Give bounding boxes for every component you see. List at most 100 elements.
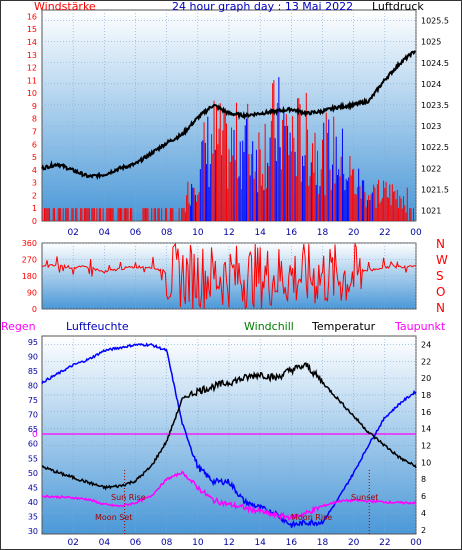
sunset-label: Sunset: [351, 493, 378, 502]
pressure-tick-label: 1025.5: [421, 17, 449, 26]
temp-tick-label: 14: [421, 425, 431, 434]
series-layer: [41, 50, 417, 534]
wind-tick-label: 13: [27, 51, 37, 60]
compass-label: O: [436, 285, 445, 299]
windchill-label: Windchill: [244, 320, 294, 333]
x-tick-label: 18: [317, 538, 329, 548]
x-tick-label: 20: [348, 228, 360, 238]
temp-tick-label: 4: [421, 509, 426, 518]
humidity-tick-label: 55: [28, 454, 38, 463]
wind-tick-label: 4: [32, 166, 37, 175]
x-tick-label: 12: [223, 538, 234, 548]
humidity-tick-label: 60: [28, 440, 38, 449]
temp-tick-label: 18: [421, 391, 431, 400]
humidity-tick-label: 35: [28, 513, 38, 522]
x-tick-label: 22: [379, 228, 390, 238]
x-tick-label: 06: [130, 538, 142, 548]
wind-tick-label: 3: [32, 179, 37, 188]
x-tick-label: 16: [286, 538, 298, 548]
humidity-tick-label: 80: [28, 382, 38, 391]
pressure-line: [41, 50, 417, 180]
humidity-tick-label: 30: [28, 527, 38, 536]
temperature-label: Temperatur: [311, 320, 376, 333]
pressure-tick-label: 1022: [421, 164, 441, 173]
humidity-tick-label: 40: [28, 498, 38, 507]
wind-tick-label: 11: [27, 76, 37, 85]
pressure-tick-label: 1024: [421, 80, 441, 89]
axes: 0202040406060808101012121414161618182020…: [22, 12, 449, 548]
x-tick-label: 10: [192, 538, 204, 548]
humidity-tick-label: 95: [28, 338, 38, 347]
pressure-tick-label: 1023.5: [421, 101, 449, 110]
x-tick-label: 02: [67, 538, 78, 548]
pressure-tick-label: 1022.5: [421, 143, 449, 152]
x-tick-label: 04: [99, 538, 111, 548]
pressure-tick-label: 1021: [421, 206, 441, 215]
x-tick-label: 22: [379, 538, 390, 548]
x-tick-label: 14: [254, 228, 266, 238]
wind-tick-label: 12: [27, 64, 37, 73]
x-tick-label: 00: [410, 228, 422, 238]
wind-tick-label: 10: [27, 89, 37, 98]
temp-tick-label: 10: [421, 458, 431, 467]
moon-rise-label: Moon Rise: [291, 513, 332, 522]
wind-tick-label: 9: [32, 102, 37, 111]
humidity-tick-label: 45: [28, 483, 38, 492]
humidity-line: [41, 342, 417, 528]
wind-tick-label: 5: [32, 153, 37, 162]
direction-tick-label: 90: [27, 289, 37, 298]
rain-label: Regen: [1, 320, 36, 333]
temp-tick-label: 22: [421, 357, 431, 366]
humidity-tick-label: 65: [28, 425, 38, 434]
direction-tick-label: 360: [22, 239, 37, 248]
direction-line: [41, 242, 417, 310]
pressure-tick-label: 1021.5: [421, 185, 449, 194]
humidity-tick-label: 90: [28, 352, 38, 361]
wind-tick-label: 7: [32, 127, 37, 136]
temperature-line: [41, 362, 417, 491]
x-tick-label: 14: [254, 538, 266, 548]
x-tick-label: 02: [67, 228, 78, 238]
x-tick-label: 10: [192, 228, 204, 238]
compass-label: W: [436, 253, 448, 267]
humidity-tick-label: 70: [28, 411, 38, 420]
direction-tick-label: 270: [22, 256, 37, 265]
dewpoint-line: [41, 470, 417, 522]
rain-value: 0: [32, 430, 38, 440]
sun-rise-label: Sun Rise: [111, 493, 146, 502]
compass-label: S: [436, 269, 444, 283]
pressure-tick-label: 1023: [421, 122, 441, 131]
wind-tick-label: 2: [32, 191, 37, 200]
wind-tick-label: 14: [27, 38, 37, 47]
humidity-tick-label: 85: [28, 367, 38, 376]
x-tick-label: 20: [348, 538, 360, 548]
compass-label: N: [436, 301, 445, 315]
temp-tick-label: 6: [421, 492, 426, 501]
wind-tick-label: 15: [27, 25, 37, 34]
direction-tick-label: 0: [32, 305, 37, 314]
x-tick-label: 04: [99, 228, 111, 238]
moon-set-label: Moon Set: [95, 513, 132, 522]
wind-axis-title: Windstärke: [34, 0, 96, 13]
x-tick-label: 08: [161, 538, 173, 548]
x-tick-label: 18: [317, 228, 329, 238]
humidity-label: Luftfeuchte: [66, 320, 129, 333]
wind-tick-label: 6: [32, 140, 37, 149]
dewpoint-label: Taupunkt: [394, 320, 446, 333]
x-tick-label: 08: [161, 228, 173, 238]
direction-tick-label: 180: [22, 272, 37, 281]
temp-tick-label: 16: [421, 408, 431, 417]
humidity-tick-label: 50: [28, 469, 38, 478]
compass-label: N: [436, 237, 445, 251]
temp-tick-label: 20: [421, 374, 431, 383]
wind-tick-label: 16: [27, 12, 37, 21]
temp-tick-label: 2: [421, 526, 426, 535]
pressure-axis-title: Luftdruck: [372, 0, 424, 13]
wind-tick-label: 0: [32, 217, 37, 226]
temp-tick-label: 12: [421, 442, 431, 451]
humidity-tick-label: 75: [28, 396, 38, 405]
wind-tick-label: 1: [32, 204, 37, 213]
x-tick-label: 12: [223, 228, 234, 238]
temp-tick-label: 24: [421, 340, 431, 349]
